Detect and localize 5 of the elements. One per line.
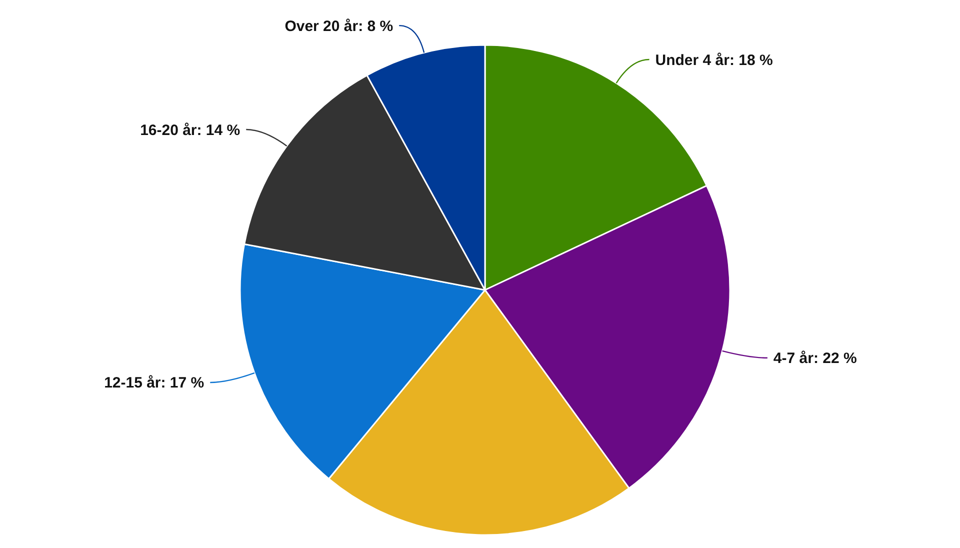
slice-label: 12-15 år: 17 % [104, 374, 204, 392]
slice-label: 16-20 år: 14 % [140, 122, 240, 139]
slice-label: Over 20 år: 8 % [284, 18, 394, 35]
slice-label: 4-7 år: 22 % [773, 350, 857, 368]
slice-label: Under 4 år: 18 % [655, 52, 773, 69]
